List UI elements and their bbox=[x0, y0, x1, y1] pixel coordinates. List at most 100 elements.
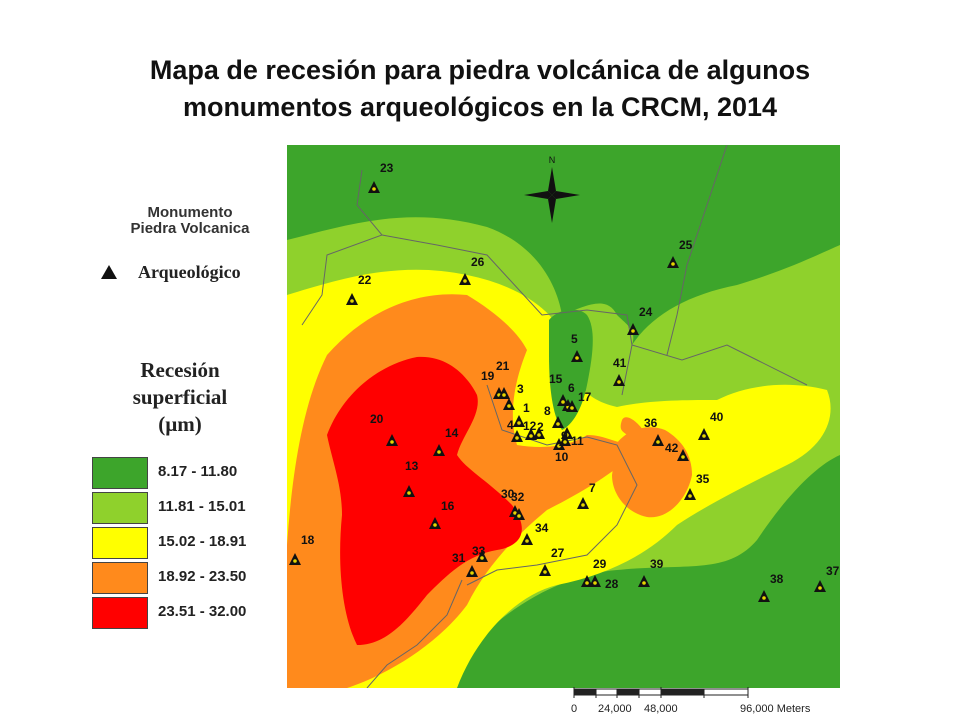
monument-marker-33 bbox=[476, 550, 488, 562]
monument-marker-dot-14 bbox=[437, 450, 441, 454]
monument-marker-dot-26 bbox=[463, 279, 467, 283]
recession-title-line-2: superficial bbox=[132, 385, 228, 409]
recession-map: N 12345678910111213141516171819202122232… bbox=[287, 144, 840, 693]
monument-marker-1 bbox=[513, 415, 525, 427]
monument-marker-dot-39 bbox=[642, 581, 646, 585]
monument-label-38: 38 bbox=[770, 572, 784, 586]
monument-marker-18 bbox=[289, 553, 301, 565]
monument-marker-dot-34 bbox=[525, 539, 529, 543]
class-swatch-3 bbox=[92, 527, 148, 559]
triangle-marker-icon bbox=[101, 265, 117, 279]
compass-rose-icon: N bbox=[524, 155, 580, 223]
monument-marker-dot-15 bbox=[561, 400, 565, 404]
boundary-lines bbox=[301, 144, 808, 689]
scale-label-0: 0 bbox=[571, 703, 578, 715]
monument-marker-38 bbox=[758, 590, 770, 602]
monument-marker-13 bbox=[403, 485, 415, 497]
monument-marker-11 bbox=[559, 434, 571, 446]
monument-marker-dot-40 bbox=[702, 434, 706, 438]
monument-marker-7 bbox=[577, 497, 589, 509]
monument-label-15: 15 bbox=[549, 372, 563, 386]
class-label-5: 23.51 - 32.00 bbox=[158, 603, 247, 620]
legend-heading-line-2: Piedra Volcanica bbox=[130, 220, 250, 237]
monument-marker-8 bbox=[552, 416, 564, 428]
monument-marker-40 bbox=[698, 428, 710, 440]
monument-marker-31 bbox=[466, 565, 478, 577]
monument-label-41: 41 bbox=[613, 356, 627, 370]
zone-green-lobe bbox=[549, 309, 593, 430]
monument-label-16: 16 bbox=[441, 499, 455, 513]
state-boundary-northeast bbox=[666, 144, 728, 356]
monument-marker-dot-11 bbox=[563, 440, 567, 444]
monument-label-36: 36 bbox=[644, 416, 658, 430]
monument-label-2: 2 bbox=[537, 420, 544, 434]
monument-marker-dot-28 bbox=[593, 581, 597, 585]
monument-marker-28 bbox=[589, 575, 601, 587]
monument-marker-dot-18 bbox=[293, 559, 297, 563]
monument-marker-12 bbox=[533, 427, 545, 439]
monument-label-25: 25 bbox=[679, 238, 693, 252]
monument-marker-26 bbox=[459, 273, 471, 285]
monument-label-37: 37 bbox=[826, 564, 840, 578]
monument-label-1: 1 bbox=[523, 401, 530, 415]
monument-marker-dot-1 bbox=[517, 421, 521, 425]
monument-marker-dot-33 bbox=[480, 556, 484, 560]
monument-label-8: 8 bbox=[544, 404, 551, 418]
monument-marker-dot-22 bbox=[350, 299, 354, 303]
state-boundary-north bbox=[381, 234, 633, 396]
monument-marker-4 bbox=[511, 430, 523, 442]
monument-marker-3 bbox=[503, 398, 515, 410]
monument-label-23: 23 bbox=[380, 161, 394, 175]
monument-marker-dot-25 bbox=[671, 262, 675, 266]
monument-label-33: 33 bbox=[472, 544, 486, 558]
monument-marker-dot-13 bbox=[407, 491, 411, 495]
monument-label-12: 12 bbox=[523, 419, 537, 433]
monument-marker-16 bbox=[429, 517, 441, 529]
recession-legend-title: Recesión superficial (µm) bbox=[115, 357, 245, 438]
monument-label-13: 13 bbox=[405, 459, 419, 473]
monument-marker-42 bbox=[677, 449, 689, 461]
zone-green-south bbox=[437, 455, 840, 688]
monument-marker-dot-2 bbox=[529, 434, 533, 438]
monument-marker-27 bbox=[539, 564, 551, 576]
legend-heading-line-1: Monumento bbox=[147, 204, 233, 221]
recession-map-svg: N 12345678910111213141516171819202122232… bbox=[287, 144, 840, 689]
zone-red bbox=[327, 356, 522, 645]
legend-marker-label: Arqueológico bbox=[138, 262, 241, 282]
state-boundary-east bbox=[631, 344, 808, 386]
monument-marker-35 bbox=[684, 488, 696, 500]
monument-label-35: 35 bbox=[696, 472, 710, 486]
class-swatch-2 bbox=[92, 492, 148, 524]
monument-label-11: 11 bbox=[571, 434, 584, 448]
monument-marker-dot-7 bbox=[581, 503, 585, 507]
monument-label-4: 4 bbox=[507, 418, 514, 432]
monument-label-29: 29 bbox=[593, 557, 607, 571]
monument-marker-24 bbox=[627, 323, 639, 335]
class-label-4: 18.92 - 23.50 bbox=[158, 568, 247, 585]
monument-label-34: 34 bbox=[535, 521, 549, 535]
north-label: N bbox=[549, 155, 556, 165]
state-boundary-west bbox=[301, 169, 383, 326]
monument-label-5: 5 bbox=[571, 332, 578, 346]
monument-marker-dot-29 bbox=[585, 581, 589, 585]
monument-label-19: 19 bbox=[481, 369, 495, 383]
monument-marker-21 bbox=[498, 387, 510, 399]
monument-marker-dot-9 bbox=[565, 433, 569, 437]
class-label-3: 15.02 - 18.91 bbox=[158, 533, 247, 550]
monument-marker-dot-41 bbox=[617, 380, 621, 384]
monument-label-17: 17 bbox=[578, 390, 592, 404]
class-swatch-5 bbox=[92, 597, 148, 629]
monument-label-27: 27 bbox=[551, 546, 565, 560]
monument-marker-32 bbox=[513, 508, 525, 520]
monument-marker-dot-4 bbox=[515, 436, 519, 440]
monument-marker-dot-8 bbox=[556, 422, 560, 426]
monument-marker-dot-42 bbox=[681, 455, 685, 459]
monument-marker-dot-23 bbox=[372, 187, 376, 191]
monument-label-10: 10 bbox=[555, 450, 569, 464]
monument-label-26: 26 bbox=[471, 255, 485, 269]
monument-marker-dot-30 bbox=[513, 511, 517, 515]
monument-marker-41 bbox=[613, 374, 625, 386]
scale-label-96000: 96,000 Meters bbox=[740, 703, 811, 715]
monument-label-3: 3 bbox=[517, 382, 524, 396]
monument-marker-dot-24 bbox=[631, 329, 635, 333]
